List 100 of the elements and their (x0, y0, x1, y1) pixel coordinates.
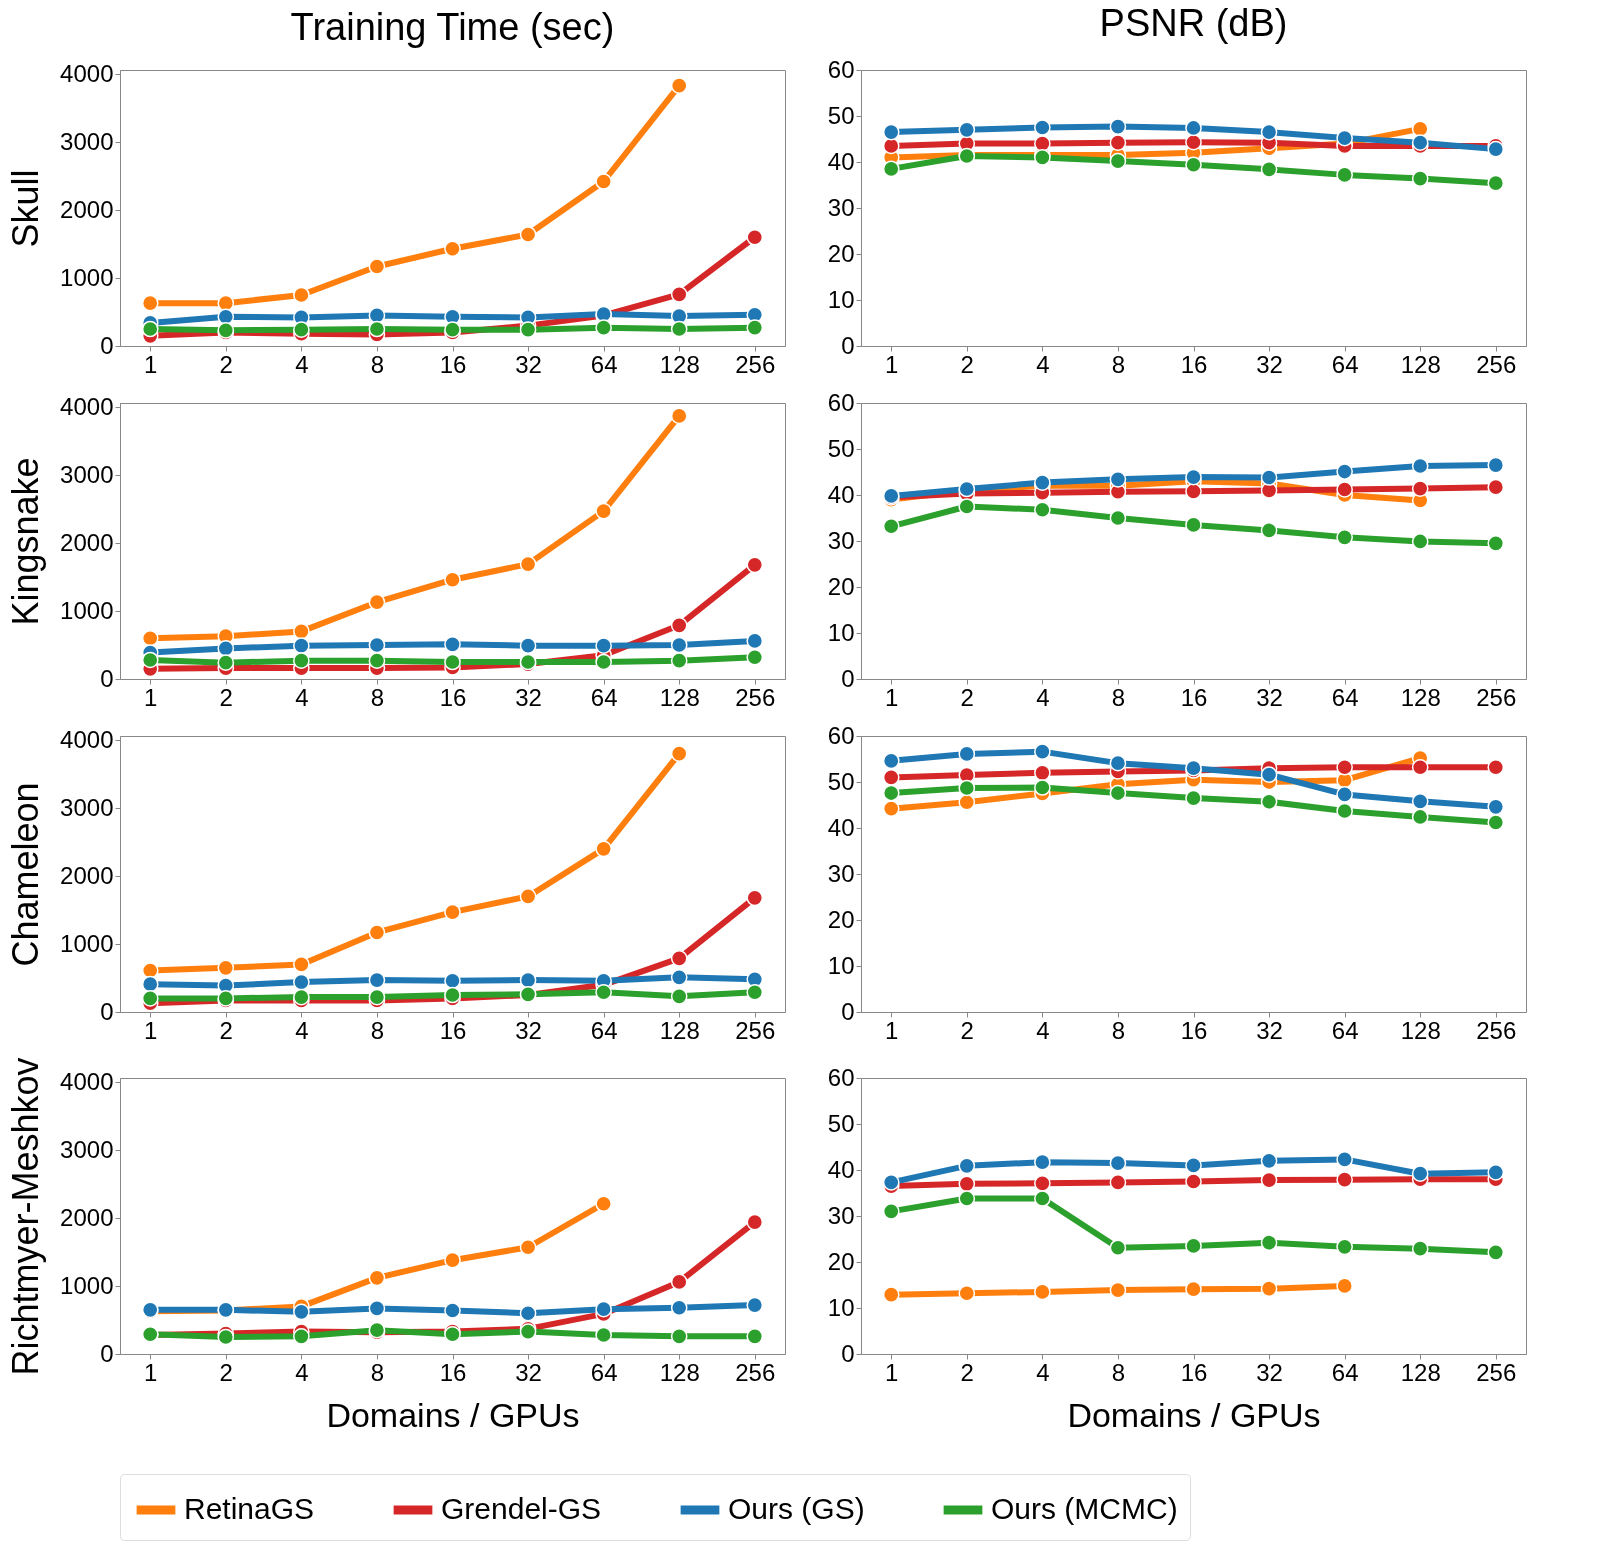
y-tick-label: 0 (841, 1339, 855, 1367)
x-tick-label: 4 (1036, 350, 1050, 378)
y-tick-label: 0 (841, 331, 855, 359)
x-tick-label: 8 (1111, 1358, 1126, 1386)
x-axis-title: Domains / GPUs (1067, 1395, 1321, 1434)
y-tick-label: 4000 (60, 392, 114, 420)
x-tick-label: 64 (1331, 683, 1359, 711)
x-tick-label: 4 (1036, 683, 1050, 711)
x-tick-label: 256 (1476, 1016, 1517, 1044)
x-tick-label: 1 (144, 350, 158, 378)
x-tick-label: 256 (1476, 1358, 1517, 1386)
x-tick-label: 1 (885, 683, 899, 711)
y-tick-label: 40 (827, 147, 855, 175)
y-tick-label: 0 (100, 331, 114, 359)
x-tick-label: 64 (590, 1358, 618, 1386)
x-tick-label: 256 (735, 350, 776, 378)
x-tick-label: 16 (1180, 683, 1208, 711)
x-tick-label: 128 (1400, 683, 1441, 711)
y-tick-label: 10 (827, 618, 855, 646)
y-tick-label: 3000 (60, 127, 114, 155)
x-tick-label: 2 (960, 1358, 974, 1386)
y-tick-label: 40 (827, 813, 855, 841)
y-tick-label: 10 (827, 1293, 855, 1321)
x-tick-label: 8 (370, 1016, 385, 1044)
y-tick-label: 0 (841, 997, 855, 1025)
x-tick-label: 64 (1331, 1358, 1359, 1386)
x-tick-label: 16 (439, 1016, 467, 1044)
x-tick-label: 128 (659, 1016, 700, 1044)
x-tick-label: 8 (1111, 350, 1126, 378)
x-tick-label: 64 (590, 683, 618, 711)
legend-label: Ours (GS) (728, 1492, 865, 1525)
x-tick-label: 256 (1476, 350, 1517, 378)
legend-label: Ours (MCMC) (991, 1492, 1178, 1525)
y-tick-label: 40 (827, 1155, 855, 1183)
y-tick-label: 50 (827, 767, 855, 795)
x-tick-label: 16 (439, 350, 467, 378)
x-tick-label: 1 (885, 350, 899, 378)
x-tick-label: 64 (590, 350, 618, 378)
x-tick-label: 1 (144, 683, 158, 711)
x-tick-label: 256 (735, 1016, 776, 1044)
y-tick-label: 2000 (60, 861, 114, 889)
y-tick-label: 30 (827, 193, 855, 221)
x-tick-label: 2 (219, 1016, 233, 1044)
x-tick-label: 64 (590, 1016, 618, 1044)
y-tick-label: 30 (827, 1201, 855, 1229)
y-tick-label: 20 (827, 905, 855, 933)
x-tick-label: 1 (885, 1358, 899, 1386)
x-tick-label: 256 (735, 683, 776, 711)
y-tick-label: 60 (827, 721, 855, 749)
x-tick-label: 4 (295, 350, 309, 378)
x-tick-label: 16 (1180, 350, 1208, 378)
x-tick-label: 8 (370, 350, 385, 378)
y-tick-label: 20 (827, 1247, 855, 1275)
x-tick-label: 64 (1331, 1016, 1359, 1044)
x-tick-label: 32 (515, 350, 542, 378)
y-tick-label: 10 (827, 285, 855, 313)
y-tick-label: 20 (827, 572, 855, 600)
y-tick-label: 2000 (60, 528, 114, 556)
y-tick-label: 4000 (60, 1067, 114, 1095)
y-tick-label: 50 (827, 1109, 855, 1137)
x-tick-label: 8 (370, 683, 385, 711)
x-tick-label: 32 (1256, 1016, 1283, 1044)
y-tick-label: 10 (827, 951, 855, 979)
y-tick-label: 1000 (60, 263, 114, 291)
x-tick-label: 32 (515, 1358, 542, 1386)
x-tick-label: 128 (1400, 1016, 1441, 1044)
x-tick-label: 32 (1256, 683, 1283, 711)
y-tick-label: 60 (827, 55, 855, 83)
x-tick-label: 8 (1111, 683, 1126, 711)
y-tick-label: 50 (827, 434, 855, 462)
y-tick-label: 1000 (60, 1271, 114, 1299)
x-tick-label: 1 (144, 1016, 158, 1044)
x-tick-label: 8 (1111, 1016, 1126, 1044)
x-tick-label: 128 (659, 1358, 700, 1386)
x-tick-label: 128 (659, 350, 700, 378)
x-tick-label: 32 (1256, 1358, 1283, 1386)
y-axis-title: Chameleon (5, 782, 47, 967)
y-tick-label: 60 (827, 388, 855, 416)
x-tick-label: 2 (960, 350, 974, 378)
y-axis-title: Skull (5, 169, 47, 248)
x-tick-label: 16 (439, 1358, 467, 1386)
x-tick-label: 2 (960, 1016, 974, 1044)
x-tick-label: 2 (219, 683, 233, 711)
legend-label: RetinaGS (184, 1492, 315, 1525)
y-tick-label: 20 (827, 239, 855, 267)
x-axis-title: Domains / GPUs (326, 1395, 580, 1434)
y-tick-label: 1000 (60, 929, 114, 957)
y-tick-label: 3000 (60, 460, 114, 488)
y-tick-label: 2000 (60, 1203, 114, 1231)
x-tick-label: 4 (1036, 1016, 1050, 1044)
x-tick-label: 128 (1400, 350, 1441, 378)
y-axis-title: Kingsnake (5, 457, 47, 626)
x-tick-label: 16 (439, 683, 467, 711)
x-tick-label: 32 (515, 683, 542, 711)
x-tick-label: 4 (295, 1016, 309, 1044)
y-tick-label: 4000 (60, 59, 114, 87)
y-tick-label: 30 (827, 526, 855, 554)
x-tick-label: 16 (1180, 1358, 1208, 1386)
x-tick-label: 128 (659, 683, 700, 711)
x-tick-label: 4 (295, 1358, 309, 1386)
